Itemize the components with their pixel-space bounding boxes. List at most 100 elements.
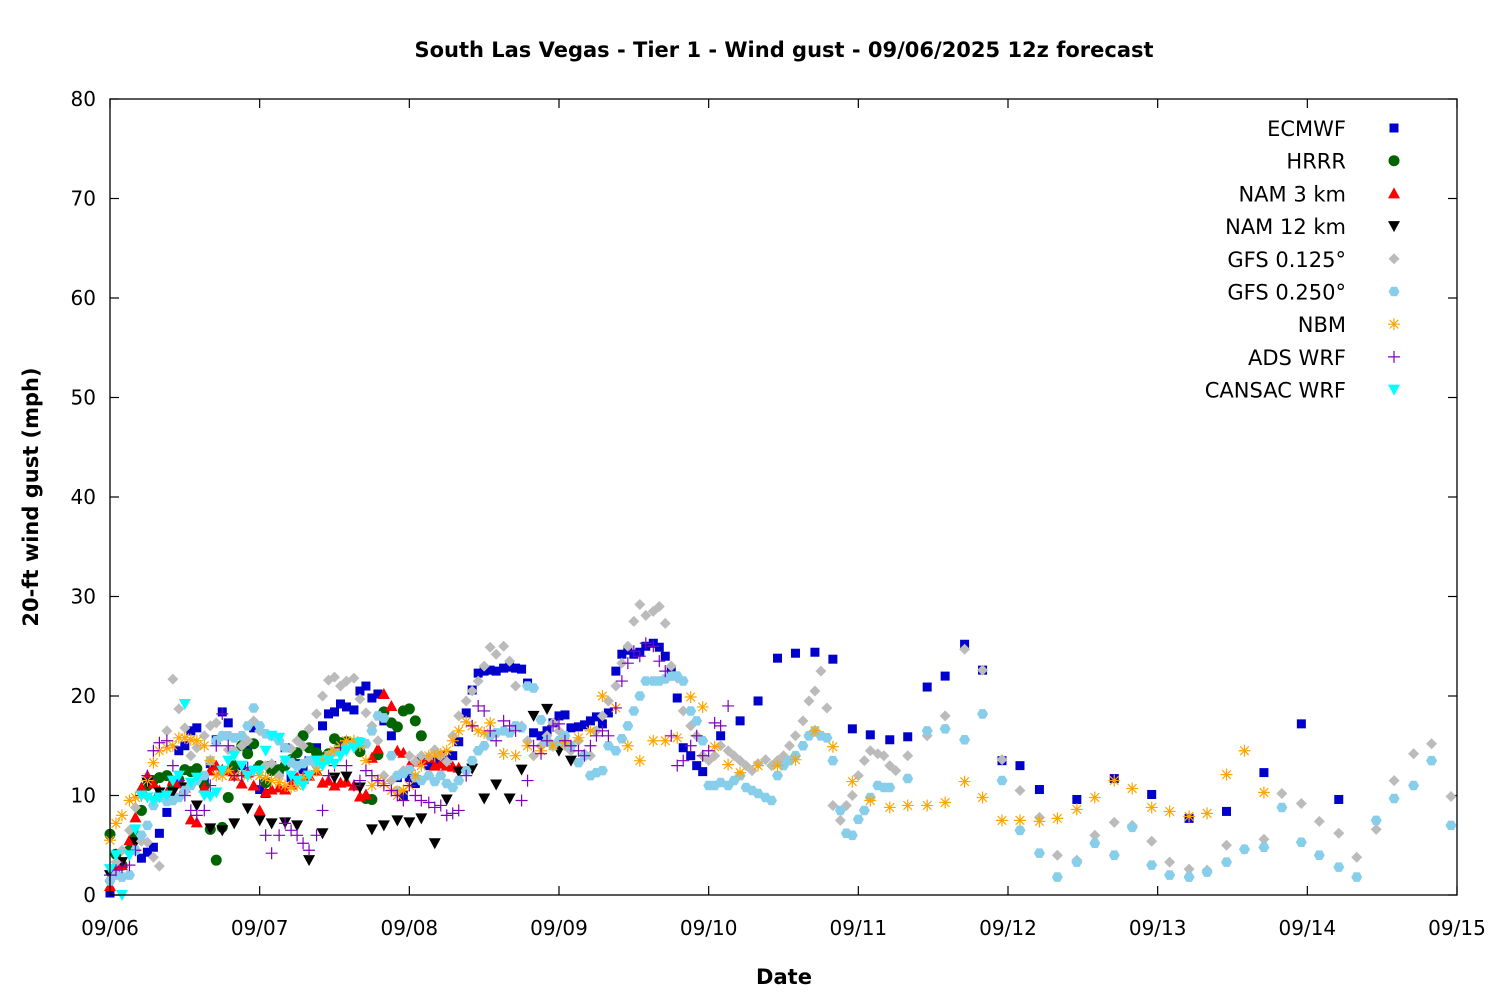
data-point — [265, 774, 278, 787]
data-point — [141, 769, 154, 782]
data-point — [1015, 761, 1025, 771]
data-point — [472, 675, 484, 687]
data-point — [509, 724, 522, 737]
data-point — [273, 770, 285, 782]
data-point — [160, 734, 173, 747]
data-point — [1295, 797, 1307, 809]
data-point — [959, 735, 971, 745]
data-point — [147, 744, 160, 757]
data-point — [1276, 802, 1288, 813]
data-point — [223, 718, 233, 728]
data-point — [297, 837, 310, 850]
data-point — [204, 823, 217, 835]
data-point — [901, 799, 914, 812]
data-point — [698, 767, 708, 777]
data-point — [303, 855, 316, 867]
data-point — [734, 766, 747, 779]
data-point — [341, 702, 351, 712]
data-point — [977, 709, 989, 719]
data-point — [141, 836, 153, 848]
data-point — [827, 799, 839, 811]
data-point — [602, 741, 614, 751]
data-point — [340, 745, 353, 757]
data-point — [242, 748, 254, 760]
data-point — [316, 804, 329, 817]
data-point — [340, 734, 353, 747]
data-point — [409, 789, 422, 802]
data-point — [466, 755, 478, 766]
data-point — [1072, 794, 1082, 804]
data-point — [248, 703, 260, 713]
data-point — [446, 807, 459, 820]
data-point — [222, 764, 235, 777]
data-point — [959, 643, 971, 655]
data-point — [172, 770, 185, 782]
data-point — [153, 860, 165, 872]
data-point — [564, 739, 577, 752]
data-point — [1351, 851, 1363, 863]
data-point — [691, 716, 703, 726]
data-point — [1351, 872, 1363, 882]
data-point — [415, 794, 428, 807]
x-tick-label: 09/15 — [1428, 916, 1486, 940]
data-point — [808, 724, 821, 737]
data-point — [372, 735, 384, 747]
data-point — [328, 744, 341, 757]
data-point — [273, 776, 286, 789]
data-point — [216, 765, 229, 777]
data-point — [647, 640, 660, 653]
data-point — [434, 747, 447, 760]
data-point — [596, 724, 609, 737]
data-point — [198, 730, 210, 742]
data-point — [204, 754, 217, 767]
data-point — [1014, 785, 1026, 797]
data-point — [660, 651, 670, 661]
data-point — [504, 655, 516, 667]
data-point — [1333, 827, 1345, 839]
data-point — [1258, 842, 1270, 852]
data-point — [235, 777, 248, 789]
data-point — [584, 724, 597, 737]
data-point — [610, 680, 622, 692]
data-point — [160, 741, 173, 754]
data-point — [377, 779, 390, 792]
data-point — [527, 710, 540, 722]
series-nbm — [104, 690, 1270, 847]
data-point — [566, 723, 576, 733]
data-point — [461, 708, 471, 718]
data-point — [640, 676, 652, 686]
data-point — [291, 820, 304, 832]
data-point — [686, 751, 696, 761]
data-point — [377, 688, 390, 700]
data-point — [115, 809, 128, 822]
data-point — [448, 751, 458, 761]
data-point — [415, 759, 428, 772]
data-point — [409, 715, 421, 727]
data-point — [317, 690, 329, 702]
data-point — [535, 747, 548, 760]
data-point — [1259, 768, 1269, 778]
data-point — [147, 851, 159, 863]
data-point — [1147, 790, 1157, 800]
data-point — [330, 707, 339, 717]
data-point — [1108, 816, 1120, 828]
data-point — [622, 721, 634, 731]
data-point — [1388, 793, 1400, 804]
data-point — [415, 750, 427, 762]
data-point — [361, 681, 371, 691]
data-point — [497, 747, 510, 760]
data-point — [692, 761, 702, 771]
data-point — [316, 760, 329, 772]
series-cansac-wrf — [104, 698, 366, 901]
data-point — [273, 829, 286, 842]
data-point — [503, 719, 516, 732]
data-point — [1071, 857, 1083, 867]
data-point — [653, 600, 665, 612]
data-point — [665, 660, 677, 672]
data-point — [847, 724, 857, 734]
y-tick-label: 50 — [71, 386, 96, 410]
data-point — [478, 793, 491, 805]
data-point — [529, 728, 539, 738]
data-point — [1445, 790, 1457, 802]
data-point — [766, 795, 777, 806]
